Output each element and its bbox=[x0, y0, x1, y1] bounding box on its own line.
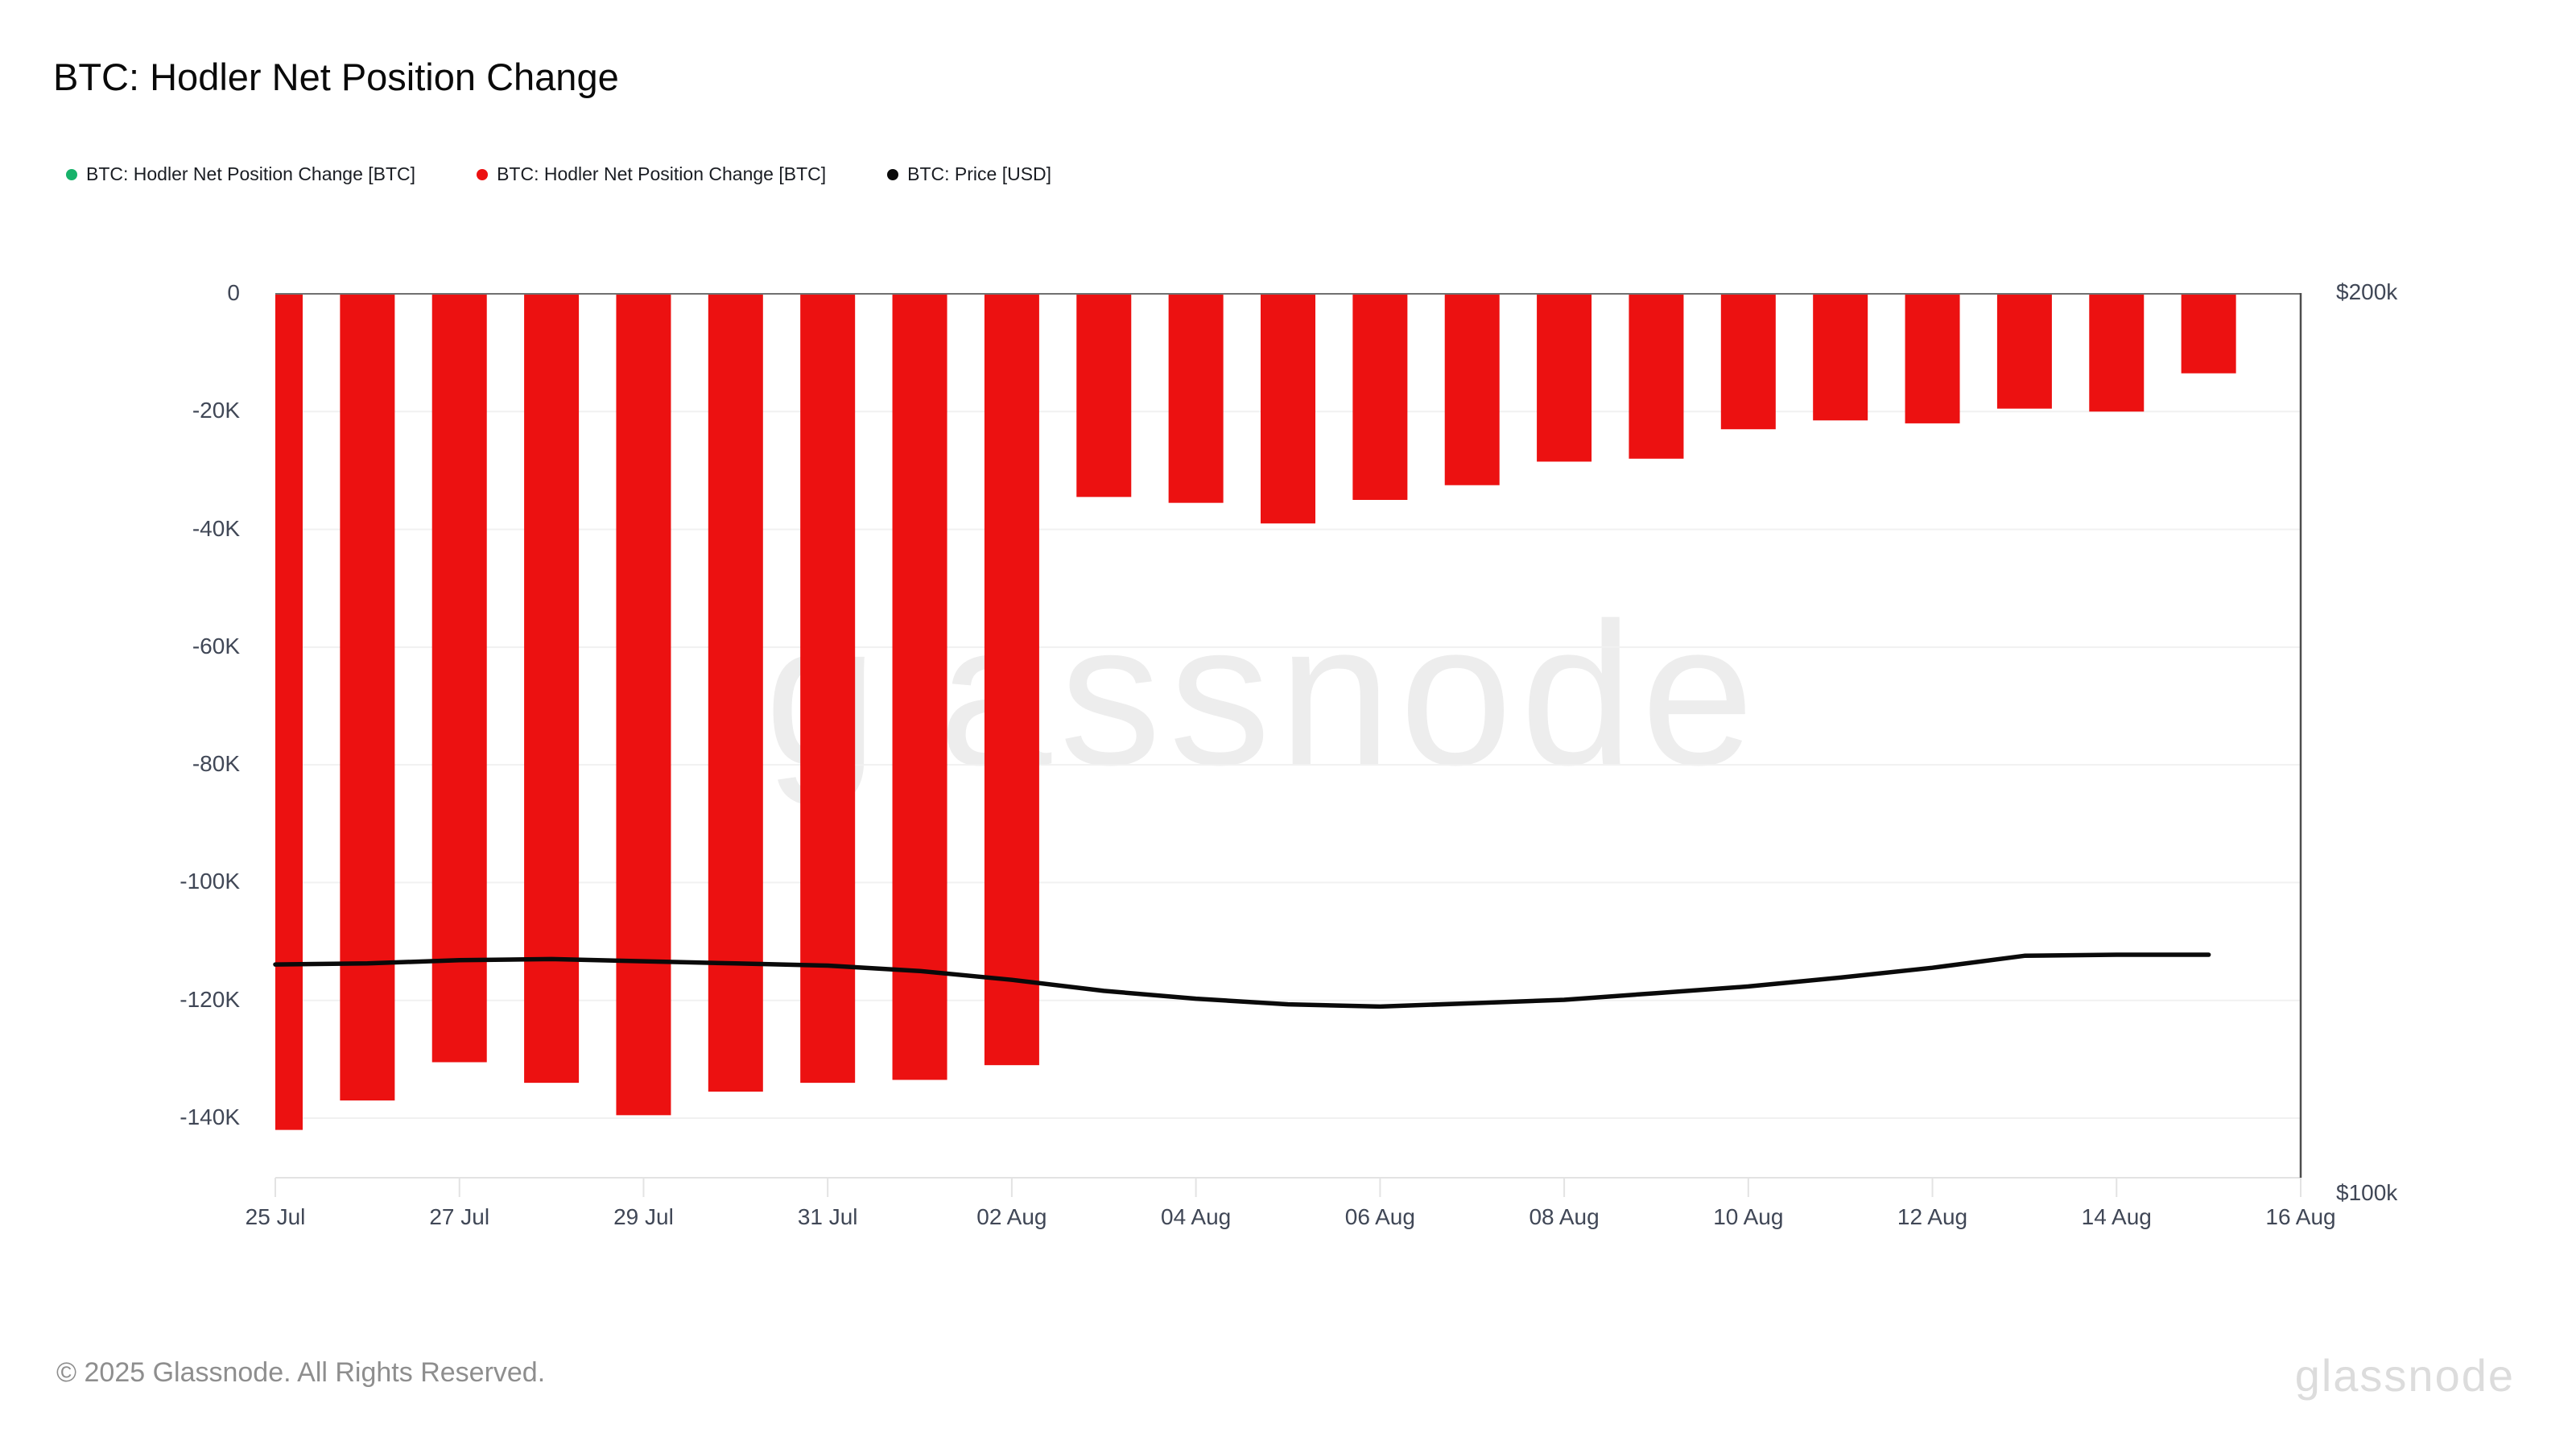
copyright-text: © 2025 Glassnode. All Rights Reserved. bbox=[56, 1357, 546, 1388]
legend-item-price[interactable]: BTC: Price [USD] bbox=[887, 163, 1051, 185]
hodler-bar[interactable] bbox=[616, 295, 671, 1116]
legend-item-label: BTC: Price [USD] bbox=[907, 163, 1052, 184]
hodler-bar[interactable] bbox=[1813, 295, 1868, 421]
price-line[interactable] bbox=[273, 952, 2211, 1009]
hodler-bar[interactable] bbox=[1076, 295, 1132, 497]
hodler-bar[interactable] bbox=[431, 295, 487, 1063]
legend-item-label: BTC: Hodler Net Position Change [BTC] bbox=[86, 163, 416, 184]
hodler-bar[interactable] bbox=[275, 295, 303, 1130]
page-title: BTC: Hodler Net Position Change bbox=[53, 56, 619, 98]
hodler-bar[interactable] bbox=[340, 295, 395, 1101]
hodler-bar[interactable] bbox=[1720, 295, 1776, 430]
hodler-bar[interactable] bbox=[2089, 295, 2145, 412]
hodler-bar[interactable] bbox=[1996, 295, 2052, 409]
hodler-bar[interactable] bbox=[1537, 295, 1592, 462]
hodler-bar[interactable] bbox=[1444, 295, 1500, 485]
legend-item-hodler-positive[interactable]: BTC: Hodler Net Position Change [BTC] bbox=[66, 163, 415, 185]
hodler-bar[interactable] bbox=[1168, 295, 1224, 503]
black-series-dot-icon bbox=[887, 168, 899, 180]
hodler-bar[interactable] bbox=[708, 295, 763, 1092]
hodler-bar[interactable] bbox=[1905, 295, 1960, 423]
hodler-bar[interactable] bbox=[984, 295, 1039, 1066]
hodler-bar[interactable] bbox=[524, 295, 580, 1084]
hodler-bar[interactable] bbox=[800, 295, 856, 1084]
hodler-bar[interactable] bbox=[2181, 295, 2236, 374]
chart-legend: BTC: Hodler Net Position Change [BTC] BT… bbox=[66, 163, 1051, 185]
hodler-bar[interactable] bbox=[892, 295, 947, 1080]
legend-item-label: BTC: Hodler Net Position Change [BTC] bbox=[497, 163, 827, 184]
hodler-bar[interactable] bbox=[1352, 295, 1408, 501]
hodler-bar[interactable] bbox=[1261, 295, 1315, 524]
red-series-dot-icon bbox=[477, 168, 489, 180]
legend-item-hodler-negative[interactable]: BTC: Hodler Net Position Change [BTC] bbox=[477, 163, 826, 185]
green-series-dot-icon bbox=[66, 168, 77, 180]
glassnode-logo: glassnode bbox=[2294, 1350, 2515, 1401]
hodler-bar[interactable] bbox=[1629, 295, 1684, 459]
